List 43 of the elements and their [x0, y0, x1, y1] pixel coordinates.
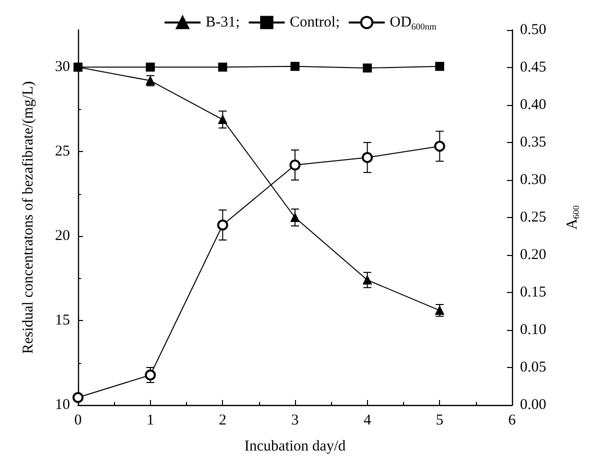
- y-tick-label: 10: [55, 397, 70, 413]
- y-tick-label: 25: [55, 144, 70, 160]
- point: [218, 115, 228, 124]
- y2-tick-label: 0.05: [520, 360, 546, 376]
- y2-tick-label: 0.40: [520, 97, 546, 113]
- point: [146, 62, 155, 72]
- x-tick-label: 0: [74, 412, 82, 428]
- point: [435, 306, 444, 315]
- x-tick-label: 5: [436, 412, 444, 428]
- legend-label: Control;: [290, 14, 340, 30]
- x-tick-label: 1: [146, 412, 154, 428]
- y2-tick-label: 0.00: [520, 397, 546, 413]
- y2-tick-label: 0.10: [520, 322, 546, 338]
- y2-tick-label: 0.20: [520, 247, 546, 263]
- point: [290, 213, 300, 222]
- y2-tick-label: 0.30: [520, 172, 546, 188]
- y2-tick-label: 0.50: [520, 22, 546, 38]
- y2-tick-label: 0.35: [520, 134, 546, 150]
- y-tick-label: 30: [55, 59, 70, 76]
- point: [217, 220, 228, 230]
- y2-tick-label: 0.25: [520, 210, 546, 226]
- point: [362, 276, 372, 284]
- y-tick-label: 15: [55, 312, 70, 329]
- y2-tick-label: 0.45: [520, 60, 546, 76]
- x-tick-label: 2: [218, 412, 226, 428]
- x-axis-title: Incubation day/d: [244, 438, 346, 454]
- point: [435, 62, 444, 71]
- point: [72, 392, 84, 403]
- y-tick-label: 20: [55, 228, 70, 244]
- y2-tick-label: 0.15: [520, 284, 546, 300]
- x-tick-label: 6: [508, 412, 516, 428]
- legend-label: B-31;: [206, 14, 240, 30]
- point: [144, 370, 156, 380]
- x-tick-label: 4: [364, 412, 372, 428]
- point: [218, 62, 228, 72]
- point: [290, 160, 300, 170]
- point: [362, 64, 372, 73]
- point: [290, 62, 300, 71]
- point: [434, 140, 446, 152]
- x-tick-label: 3: [291, 412, 299, 428]
- point: [362, 152, 373, 163]
- y-axis-title: Residual concentratons of bezafibrate/(mg/L): [20, 81, 36, 354]
- y2-axis-title: A600: [564, 204, 581, 230]
